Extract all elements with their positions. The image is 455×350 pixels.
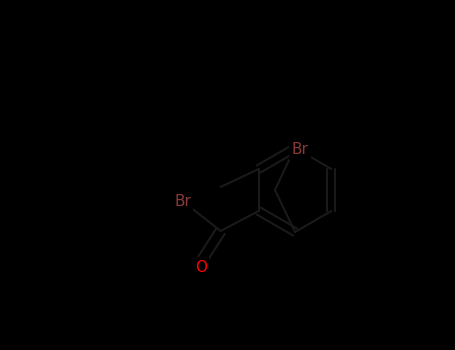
Text: Br: Br (292, 142, 308, 158)
Text: O: O (195, 259, 207, 274)
Text: Br: Br (174, 194, 191, 209)
